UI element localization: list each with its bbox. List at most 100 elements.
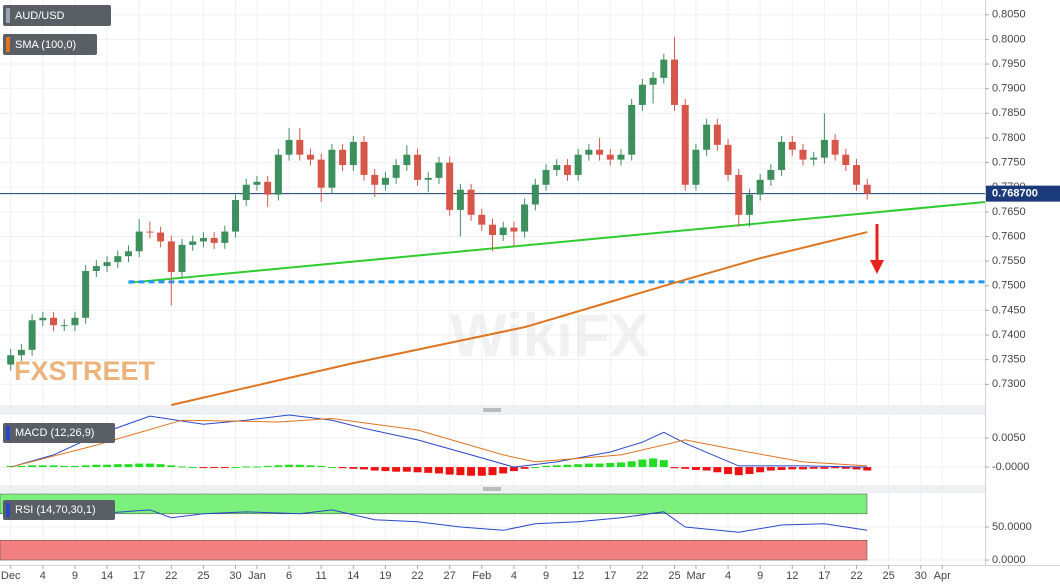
x-tick-label: 4 xyxy=(725,570,731,582)
y-tick-label: 0.7800 xyxy=(992,132,1026,144)
y-tick-label: 0.7450 xyxy=(992,304,1026,316)
legend-swatch xyxy=(6,37,10,52)
x-tick-label: Apr xyxy=(934,570,951,582)
candle-body xyxy=(842,154,850,166)
candle-body xyxy=(606,154,614,160)
x-tick-label: 4 xyxy=(511,570,517,582)
candle-body xyxy=(296,139,304,155)
arrow-head xyxy=(870,260,884,274)
legend-swatch xyxy=(6,8,10,23)
y-tick-label: 0.0000 xyxy=(992,554,1026,566)
candle-body xyxy=(831,139,839,155)
macd-bar xyxy=(6,465,15,468)
candle-body xyxy=(756,179,764,195)
candle-body xyxy=(167,241,175,272)
candle-body xyxy=(253,181,261,185)
y-tick-label: 0.7650 xyxy=(992,206,1026,218)
x-tick-label: Feb xyxy=(472,570,491,582)
x-tick-label: 12 xyxy=(786,570,798,582)
macd-bar xyxy=(327,467,336,469)
macd-bar xyxy=(595,463,604,468)
x-tick-label: 11 xyxy=(315,570,326,582)
candle-body xyxy=(574,154,582,175)
y-tick-label: 0.7300 xyxy=(992,378,1026,390)
candle-body xyxy=(39,317,47,321)
macd-bar xyxy=(766,467,775,471)
candle-body xyxy=(424,177,432,180)
candle-body xyxy=(328,149,336,188)
candle-body xyxy=(349,141,357,166)
macd-bar xyxy=(295,464,304,468)
candle-body xyxy=(853,165,861,185)
macd-bar xyxy=(135,463,144,468)
trendline xyxy=(128,201,986,284)
macd-line xyxy=(10,417,868,468)
macd-bar xyxy=(477,467,486,476)
macd-bar xyxy=(360,467,369,470)
macd-bar xyxy=(370,467,379,471)
macd-bar xyxy=(38,465,47,468)
candle-body xyxy=(199,237,207,242)
macd-bar xyxy=(670,467,679,469)
macd-bar xyxy=(724,467,733,475)
macd-bar xyxy=(263,465,272,468)
y-tick-label: 0.7350 xyxy=(992,354,1026,366)
macd-bar xyxy=(274,465,283,468)
candle-body xyxy=(510,227,518,232)
candle-body xyxy=(671,59,679,105)
candle-body xyxy=(778,141,786,170)
macd-bar xyxy=(509,467,518,472)
y-tick-label: 0.7750 xyxy=(992,156,1026,168)
candle-body xyxy=(585,149,593,155)
macd-bar xyxy=(841,467,850,469)
candle-body xyxy=(274,154,282,195)
rsi-band xyxy=(0,493,868,515)
x-tick-label: 25 xyxy=(883,570,895,582)
macd-bar xyxy=(745,467,754,475)
candle-body xyxy=(435,162,443,178)
x-tick-label: Mar xyxy=(686,570,705,582)
candle-body xyxy=(596,149,604,155)
candle-body xyxy=(285,139,293,155)
x-tick-label: 9 xyxy=(757,570,763,582)
candle-body xyxy=(157,232,165,242)
macd-bar xyxy=(542,465,551,468)
macd-bar xyxy=(798,467,807,470)
legend-entry: SMA (100,0) xyxy=(15,39,76,51)
candle-body xyxy=(724,144,732,175)
y-tick-label: 0.7900 xyxy=(992,83,1026,95)
candle-body xyxy=(135,231,143,252)
candle-body xyxy=(799,149,807,160)
candle-body xyxy=(617,154,625,160)
candle-body xyxy=(553,165,561,170)
candle-body xyxy=(489,224,496,236)
macd-bar xyxy=(691,467,700,470)
macd-bar xyxy=(231,467,240,469)
macd-bar xyxy=(60,465,69,468)
candle-body xyxy=(521,204,529,232)
x-tick-label: 25 xyxy=(668,570,680,582)
x-tick-label: 4 xyxy=(40,570,46,582)
macd-bar xyxy=(445,467,454,475)
y-tick-label: -0.0000 xyxy=(992,461,1029,473)
macd-bar xyxy=(531,467,540,469)
macd-bar xyxy=(606,463,615,468)
candle-body xyxy=(114,256,122,263)
rsi-band xyxy=(0,539,868,561)
candle-body xyxy=(478,214,486,225)
macd-bar xyxy=(199,467,208,469)
x-tick-label: 30 xyxy=(915,570,927,582)
candle-body xyxy=(649,77,657,85)
candle-body xyxy=(745,194,753,215)
candle-body xyxy=(28,320,36,350)
legend-swatch xyxy=(6,426,10,440)
x-tick-label: 25 xyxy=(197,570,209,582)
legend-box xyxy=(3,423,115,443)
candle-body xyxy=(820,139,828,158)
macd-bar xyxy=(338,467,347,469)
macd-bar xyxy=(627,461,636,468)
macd-bar xyxy=(713,467,722,473)
macd-bar xyxy=(584,463,593,468)
macd-bar xyxy=(124,464,133,468)
candle-body xyxy=(692,149,700,185)
